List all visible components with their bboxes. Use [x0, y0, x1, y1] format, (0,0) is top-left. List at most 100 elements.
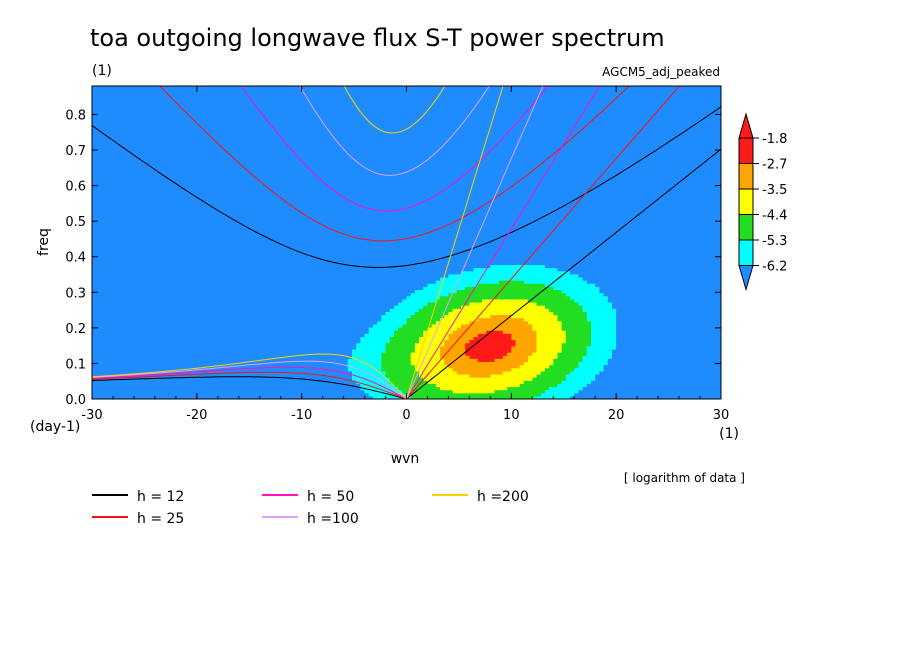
field-cell	[184, 386, 190, 391]
field-cell	[133, 98, 139, 103]
field-cell	[209, 142, 215, 147]
field-cell	[92, 98, 97, 103]
field-cell	[92, 333, 97, 337]
field-cell	[167, 314, 173, 319]
field-cell	[96, 136, 101, 140]
field-cell	[201, 186, 206, 190]
field-cell	[108, 145, 114, 150]
field-cell	[188, 339, 194, 344]
field-cell	[226, 154, 231, 159]
field-cell	[159, 170, 164, 175]
field-cell	[100, 104, 106, 109]
field-cell	[175, 261, 181, 266]
field-cell	[230, 126, 236, 131]
field-cell	[138, 220, 143, 225]
field-cell	[163, 179, 169, 184]
field-cell	[213, 311, 219, 316]
field-cell	[121, 377, 127, 381]
field-cell	[142, 242, 148, 247]
field-cell	[175, 395, 181, 399]
field-cell	[133, 248, 139, 253]
field-cell	[112, 395, 118, 399]
field-cell	[117, 276, 122, 281]
field-cell	[226, 308, 231, 312]
field-cell	[146, 139, 152, 143]
field-cell	[146, 229, 152, 234]
field-cell	[205, 183, 211, 187]
field-cell	[221, 183, 227, 187]
field-cell	[125, 123, 131, 128]
field-cell	[142, 305, 148, 309]
field-cell	[100, 361, 106, 366]
field-cell	[142, 248, 148, 253]
field-cell	[104, 195, 110, 200]
field-cell	[150, 239, 156, 244]
field-cell	[188, 101, 194, 106]
field-cell	[154, 320, 160, 325]
field-cell	[205, 136, 211, 140]
field-cell	[196, 301, 202, 306]
field-cell	[213, 132, 219, 137]
field-cell	[138, 117, 143, 122]
field-cell	[201, 298, 206, 303]
field-cell	[205, 261, 211, 266]
field-cell	[129, 211, 135, 215]
field-cell	[184, 283, 190, 287]
field-cell	[217, 214, 223, 219]
field-cell	[205, 170, 211, 175]
field-cell	[150, 236, 156, 240]
field-cell	[196, 377, 202, 381]
field-cell	[159, 386, 164, 391]
field-cell	[188, 336, 194, 341]
field-cell	[171, 179, 177, 184]
field-cell	[217, 373, 223, 378]
field-cell	[146, 289, 152, 294]
field-cell	[100, 89, 106, 93]
field-cell	[154, 355, 160, 359]
field-cell	[133, 95, 139, 100]
field-cell	[230, 358, 236, 363]
field-cell	[196, 101, 202, 106]
field-cell	[146, 361, 152, 366]
field-cell	[180, 111, 185, 115]
field-cell	[112, 330, 118, 334]
field-cell	[205, 173, 211, 178]
field-cell	[108, 258, 114, 262]
field-cell	[154, 251, 160, 256]
field-cell	[129, 201, 135, 206]
field-cell	[209, 183, 215, 187]
field-cell	[171, 201, 177, 206]
field-cell	[196, 305, 202, 309]
field-cell	[138, 370, 143, 375]
field-cell	[180, 92, 185, 96]
field-cell	[129, 132, 135, 137]
field-cell	[138, 308, 143, 312]
field-cell	[196, 233, 202, 237]
field-cell	[209, 270, 215, 275]
field-cell	[171, 358, 177, 363]
field-cell	[142, 289, 148, 294]
field-cell	[163, 245, 169, 250]
field-cell	[142, 104, 148, 109]
field-cell	[133, 161, 139, 165]
field-cell	[92, 139, 97, 143]
field-cell	[133, 217, 139, 222]
field-cell	[175, 323, 181, 328]
field-cell	[146, 373, 152, 378]
field-cell	[221, 139, 227, 143]
field-cell	[221, 323, 227, 328]
field-cell	[184, 342, 190, 347]
field-cell	[146, 211, 152, 215]
field-cell	[154, 154, 160, 159]
field-cell	[226, 273, 231, 278]
field-cell	[188, 154, 194, 159]
field-cell	[92, 123, 97, 128]
field-cell	[133, 330, 139, 334]
field-cell	[133, 136, 139, 140]
field-cell	[104, 98, 110, 103]
field-cell	[213, 179, 219, 184]
field-cell	[188, 395, 194, 399]
field-cell	[138, 186, 143, 190]
field-cell	[96, 323, 101, 328]
field-cell	[100, 126, 106, 131]
